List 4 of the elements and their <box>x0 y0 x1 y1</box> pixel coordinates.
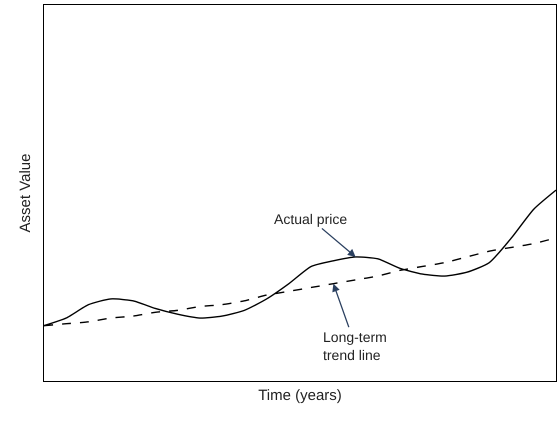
x-axis-title: Time (years) <box>258 387 342 404</box>
annotation: Actual price <box>274 211 348 227</box>
annotation: Long-term trend line <box>323 329 387 364</box>
y-axis-title: Asset Value <box>17 154 34 232</box>
